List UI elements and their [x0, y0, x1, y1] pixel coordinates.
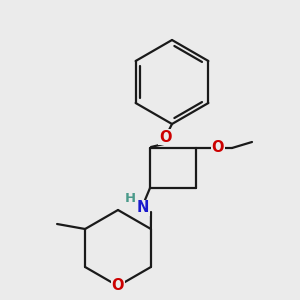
Text: O: O [212, 140, 224, 155]
Text: H: H [124, 191, 136, 205]
Text: N: N [137, 200, 149, 215]
Text: O: O [112, 278, 124, 293]
Text: O: O [159, 130, 171, 145]
